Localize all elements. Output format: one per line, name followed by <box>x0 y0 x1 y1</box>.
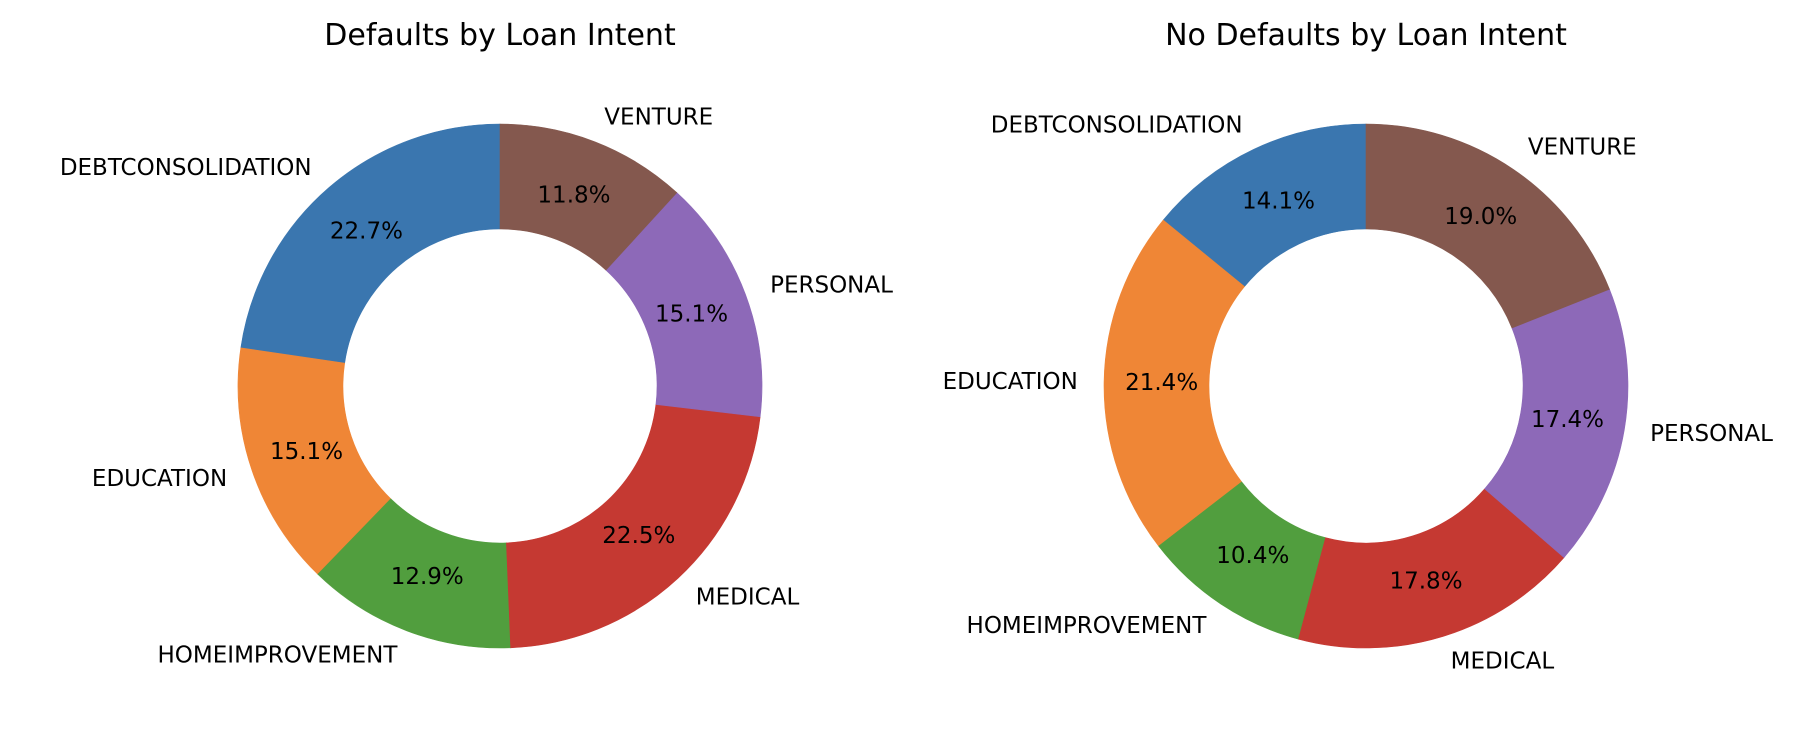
category-label: DEBTCONSOLIDATION <box>991 113 1243 139</box>
category-label: VENTURE <box>604 104 713 130</box>
chart-title: Defaults by Loan Intent <box>324 18 676 53</box>
category-label: MEDICAL <box>1451 648 1555 674</box>
percentage-label: 22.7% <box>330 218 403 244</box>
defaults-donut-chart: Defaults by Loan Intent DEBTCONSOLIDATIO… <box>60 18 893 668</box>
percentage-label: 21.4% <box>1125 370 1198 396</box>
percentage-label: 17.8% <box>1389 568 1462 594</box>
slice-education <box>1103 219 1245 547</box>
percentage-label: 14.1% <box>1242 188 1315 214</box>
category-label: PERSONAL <box>770 272 893 298</box>
category-label: MEDICAL <box>696 584 800 610</box>
percentage-label: 15.1% <box>655 302 728 328</box>
labels-group: DEBTCONSOLIDATION 22.7% EDUCATION 15.1% HOME… <box>60 104 893 668</box>
slice-personal <box>1484 288 1629 558</box>
category-label: HOMEIMPROVEMENT <box>158 642 399 668</box>
category-label: EDUCATION <box>943 369 1078 395</box>
category-label: VENTURE <box>1528 135 1637 161</box>
percentage-label: 22.5% <box>602 523 675 549</box>
slice-medical <box>1298 488 1565 649</box>
category-label: HOMEIMPROVEMENT <box>967 613 1208 639</box>
slices-group <box>237 123 763 649</box>
slice-medical <box>506 404 761 649</box>
category-label: DEBTCONSOLIDATION <box>60 155 312 181</box>
category-label: EDUCATION <box>92 466 227 492</box>
percentage-label: 11.8% <box>537 182 610 208</box>
slice-venture <box>499 123 678 271</box>
slice-debtconsolidation <box>240 123 501 364</box>
slice-venture <box>1365 123 1610 329</box>
chart-title: No Defaults by Loan Intent <box>1165 18 1567 53</box>
percentage-label: 15.1% <box>270 439 343 465</box>
percentage-label: 12.9% <box>391 564 464 590</box>
percentage-label: 17.4% <box>1531 407 1604 433</box>
percentage-label: 10.4% <box>1216 543 1289 569</box>
labels-group: DEBTCONSOLIDATION 14.1% EDUCATION 21.4% HOME… <box>943 113 1774 675</box>
slices-group <box>1103 123 1629 649</box>
percentage-label: 19.0% <box>1444 204 1517 230</box>
no-defaults-donut-chart: No Defaults by Loan Intent DEBTCONSOLIDA… <box>943 18 1774 674</box>
category-label: PERSONAL <box>1650 421 1773 447</box>
